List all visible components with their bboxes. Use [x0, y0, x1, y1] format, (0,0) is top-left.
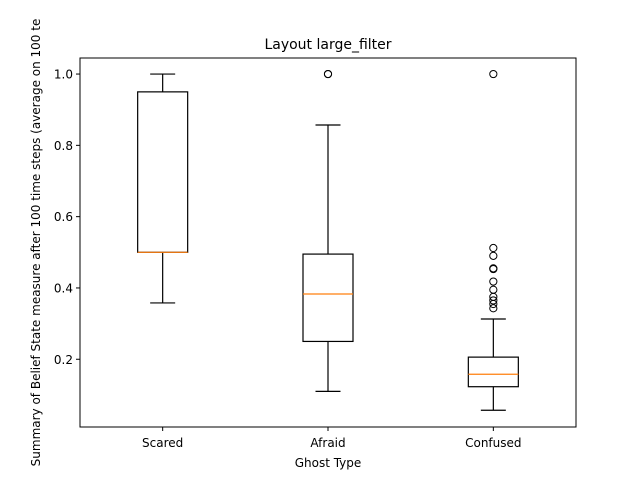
box-body-confused	[467, 356, 519, 388]
outlier-point-confused	[489, 251, 498, 260]
outlier-point-confused	[489, 69, 498, 79]
outlier-point-confused	[489, 264, 498, 273]
y-tick-label: 1.0	[54, 68, 73, 82]
y-tick-label: 0.6	[54, 210, 73, 224]
y-axis-label: Summary of Belief State measure after 10…	[29, 19, 43, 467]
y-tick-label: 0.2	[54, 353, 73, 367]
chart-title: Layout large_filter	[264, 37, 391, 53]
outlier-point-confused	[489, 243, 498, 253]
box-afraid	[302, 69, 354, 392]
box-confused	[467, 69, 519, 411]
box-body-afraid	[302, 253, 354, 343]
outlier-point-confused	[489, 285, 498, 294]
box-scared	[137, 73, 189, 304]
x-tick-label: Afraid	[310, 436, 345, 450]
x-tick-label: Confused	[465, 436, 521, 450]
outlier-point-confused	[489, 304, 498, 313]
outlier-point-confused	[489, 296, 498, 305]
x-axis-label: Ghost Type	[295, 456, 362, 470]
y-tick-label: 0.8	[54, 139, 73, 153]
outlier-point-confused	[489, 277, 498, 286]
axes-layer: 0.2 0.4 0.6 0.8 1.0 Scared Afraid Confused	[54, 68, 522, 450]
y-tick-label: 0.4	[54, 281, 73, 295]
outlier-point-afraid	[323, 69, 333, 79]
x-tick-label: Scared	[142, 436, 183, 450]
plot-layer	[137, 69, 519, 411]
